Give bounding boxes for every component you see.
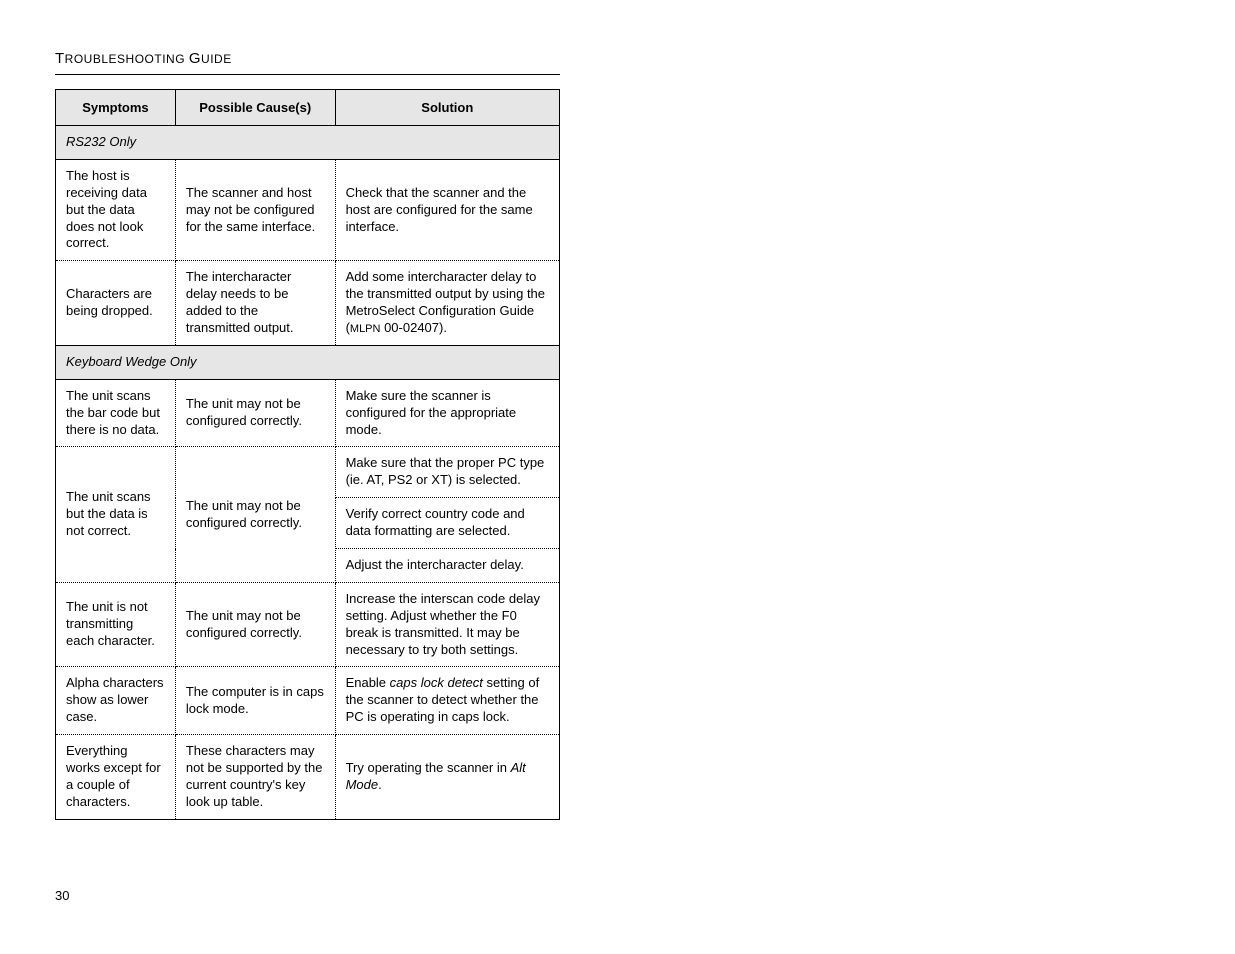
solution-cell: Increase the interscan code delay settin…: [335, 582, 559, 667]
page-number: 30: [55, 888, 69, 903]
page-title-wrap: TROUBLESHOOTING GUIDE: [55, 50, 560, 75]
header-solution: Solution: [335, 90, 559, 126]
cause-cell: The intercharacter delay needs to be add…: [175, 261, 335, 346]
table-row: The unit scans the bar code but there is…: [56, 379, 560, 447]
solution-cell: Check that the scanner and the host are …: [335, 159, 559, 260]
cause-cell: The computer is in caps lock mode.: [175, 667, 335, 735]
section-row: RS232 Only: [56, 126, 560, 160]
cause-cell: These characters may not be supported by…: [175, 735, 335, 820]
header-causes: Possible Cause(s): [175, 90, 335, 126]
symptom-cell: The unit scans the bar code but there is…: [56, 379, 176, 447]
solution-cell: Verify correct country code and data for…: [335, 498, 559, 549]
title-part-3: UIDE: [201, 52, 232, 66]
cause-cell: The scanner and host may not be configur…: [175, 159, 335, 260]
section-row: Keyboard Wedge Only: [56, 345, 560, 379]
symptom-cell: Characters are being dropped.: [56, 261, 176, 346]
symptom-cell: The unit scans but the data is not corre…: [56, 447, 176, 582]
table-row: Characters are being dropped. The interc…: [56, 261, 560, 346]
title-part-0: T: [55, 50, 65, 67]
solution-cell: Enable caps lock detect setting of the s…: [335, 667, 559, 735]
table-row: Everything works except for a couple of …: [56, 735, 560, 820]
page-title: TROUBLESHOOTING GUIDE: [55, 50, 232, 67]
header-symptoms: Symptoms: [56, 90, 176, 126]
solution-cell: Try operating the scanner in Alt Mode.: [335, 735, 559, 820]
symptom-cell: The host is receiving data but the data …: [56, 159, 176, 260]
solution-cell: Add some intercharacter delay to the tra…: [335, 261, 559, 346]
cause-cell: The unit may not be configured correctly…: [175, 582, 335, 667]
title-part-2: G: [189, 50, 201, 67]
solution-cell: Make sure that the proper PC type (ie. A…: [335, 447, 559, 498]
table-row: The unit scans but the data is not corre…: [56, 447, 560, 498]
symptom-cell: Alpha characters show as lower case.: [56, 667, 176, 735]
solution-cell: Adjust the intercharacter delay.: [335, 549, 559, 583]
table-row: The host is receiving data but the data …: [56, 159, 560, 260]
table-row: The unit is not transmitting each charac…: [56, 582, 560, 667]
title-part-1: ROUBLESHOOTING: [65, 52, 189, 66]
cause-cell: The unit may not be configured correctly…: [175, 447, 335, 582]
cause-cell: The unit may not be configured correctly…: [175, 379, 335, 447]
section-label: Keyboard Wedge Only: [56, 345, 560, 379]
troubleshooting-table: Symptoms Possible Cause(s) Solution RS23…: [55, 89, 560, 820]
symptom-cell: Everything works except for a couple of …: [56, 735, 176, 820]
table-row: Alpha characters show as lower case. The…: [56, 667, 560, 735]
section-label: RS232 Only: [56, 126, 560, 160]
table-header-row: Symptoms Possible Cause(s) Solution: [56, 90, 560, 126]
symptom-cell: The unit is not transmitting each charac…: [56, 582, 176, 667]
solution-cell: Make sure the scanner is configured for …: [335, 379, 559, 447]
